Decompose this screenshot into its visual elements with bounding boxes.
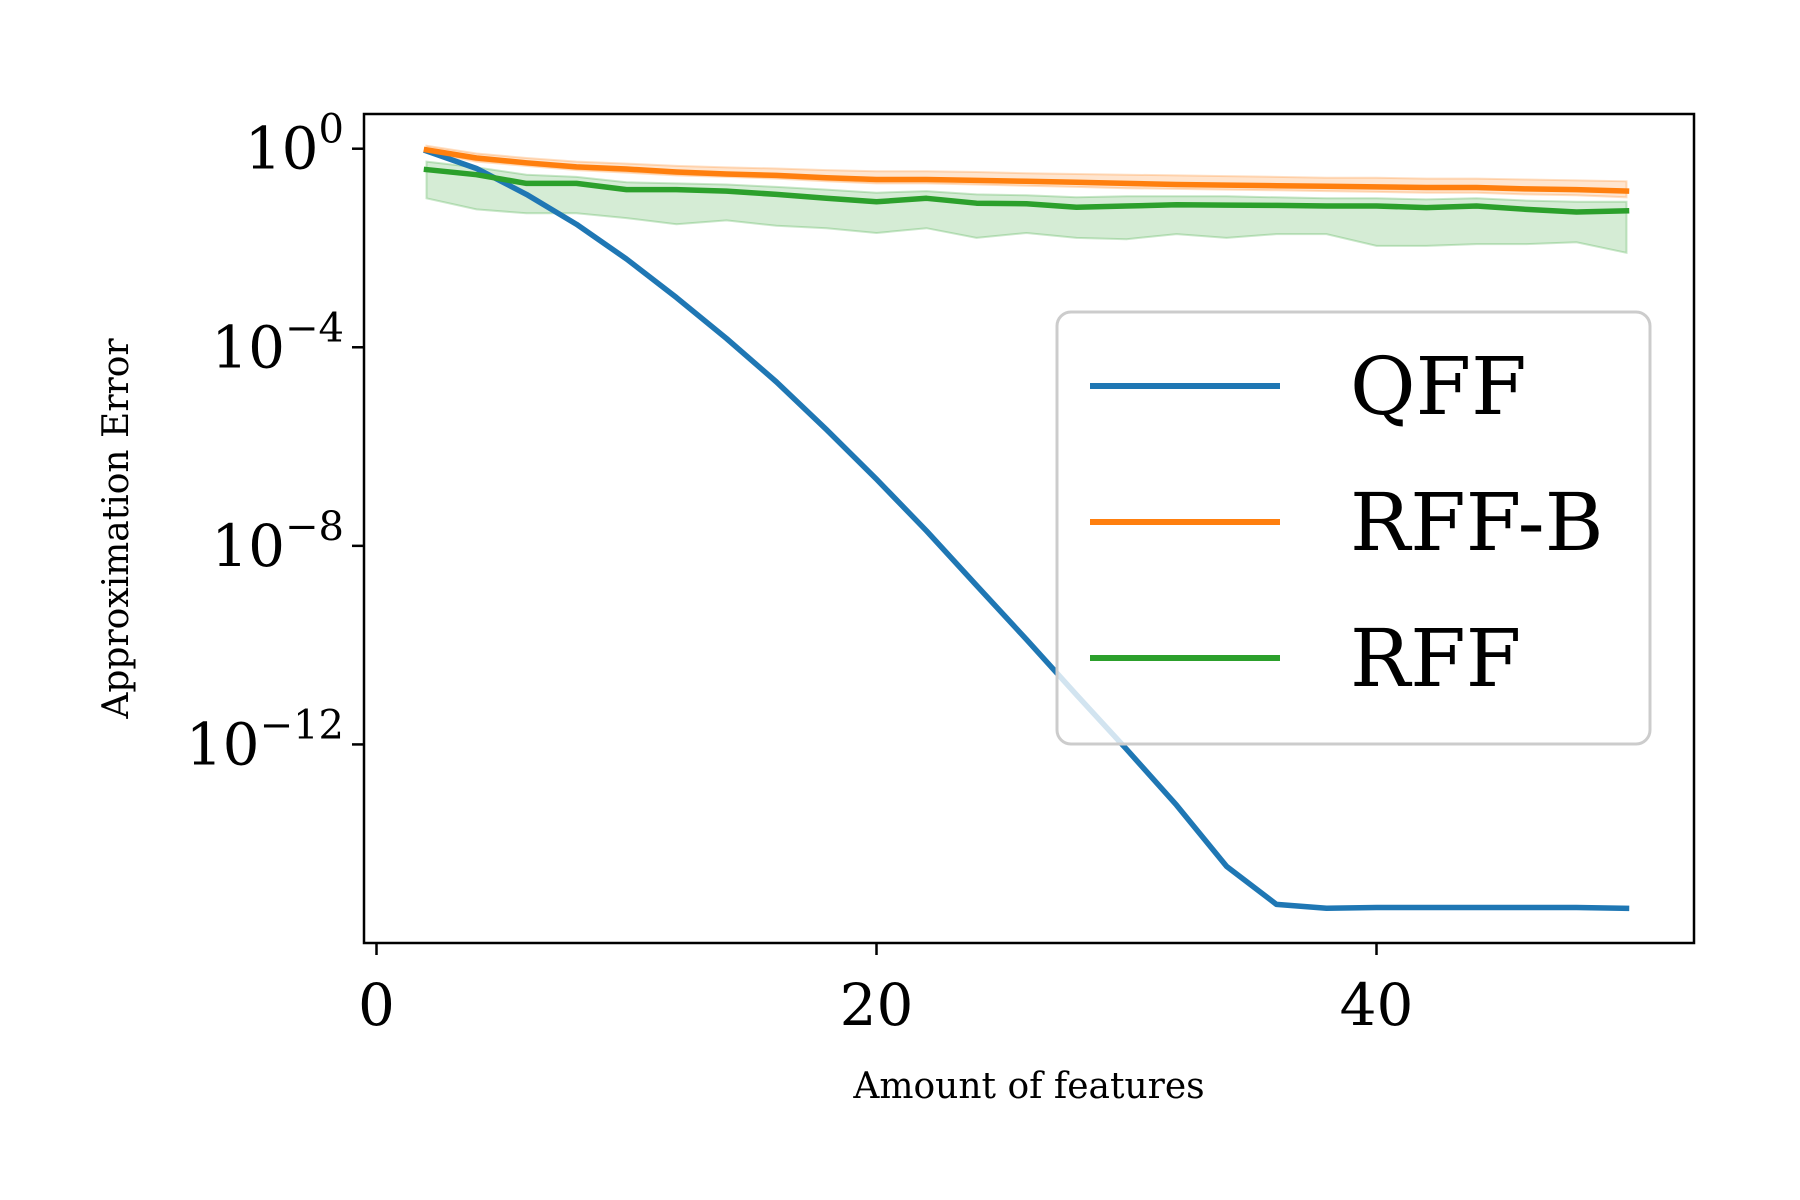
x-axis-label: Amount of features	[852, 1066, 1204, 1107]
y-tick-base: 10	[186, 710, 260, 778]
series-line-rff-b	[423, 146, 1630, 194]
y-tick-base: 10	[211, 313, 285, 381]
y-tick-label: 10−4	[211, 305, 344, 381]
y-tick-exponent: 0	[319, 107, 344, 153]
legend-label-rff: RFF	[1350, 612, 1521, 705]
y-tick-label: 10−8	[211, 504, 344, 580]
x-tick-label: 0	[358, 971, 395, 1039]
y-tick-label: 100	[245, 107, 344, 183]
plot-frame	[362, 112, 1696, 945]
legend: QFF RFF-B RFF	[1055, 310, 1652, 746]
y-tick-exponent: −8	[285, 504, 344, 550]
y-axis-label: Approximation Error	[96, 338, 137, 720]
series-lines	[422, 146, 1630, 912]
legend-label-qff: QFF	[1350, 340, 1527, 433]
y-tick-exponent: −4	[285, 305, 344, 351]
x-tick-label: 40	[1340, 971, 1414, 1039]
legend-label-rff-b: RFF-B	[1350, 476, 1603, 569]
y-tick-exponent: −12	[260, 702, 344, 748]
y-tick-label: 10−12	[186, 702, 344, 778]
x-axis-ticks: 0 20 40	[358, 943, 1413, 1039]
legend-frame	[1055, 310, 1652, 746]
y-tick-base: 10	[211, 512, 285, 580]
band-rff	[425, 160, 1628, 255]
series-line-qff	[422, 147, 1630, 912]
series-line-rff	[423, 166, 1630, 215]
y-tick-base: 10	[245, 115, 319, 183]
x-tick-label: 20	[840, 971, 914, 1039]
